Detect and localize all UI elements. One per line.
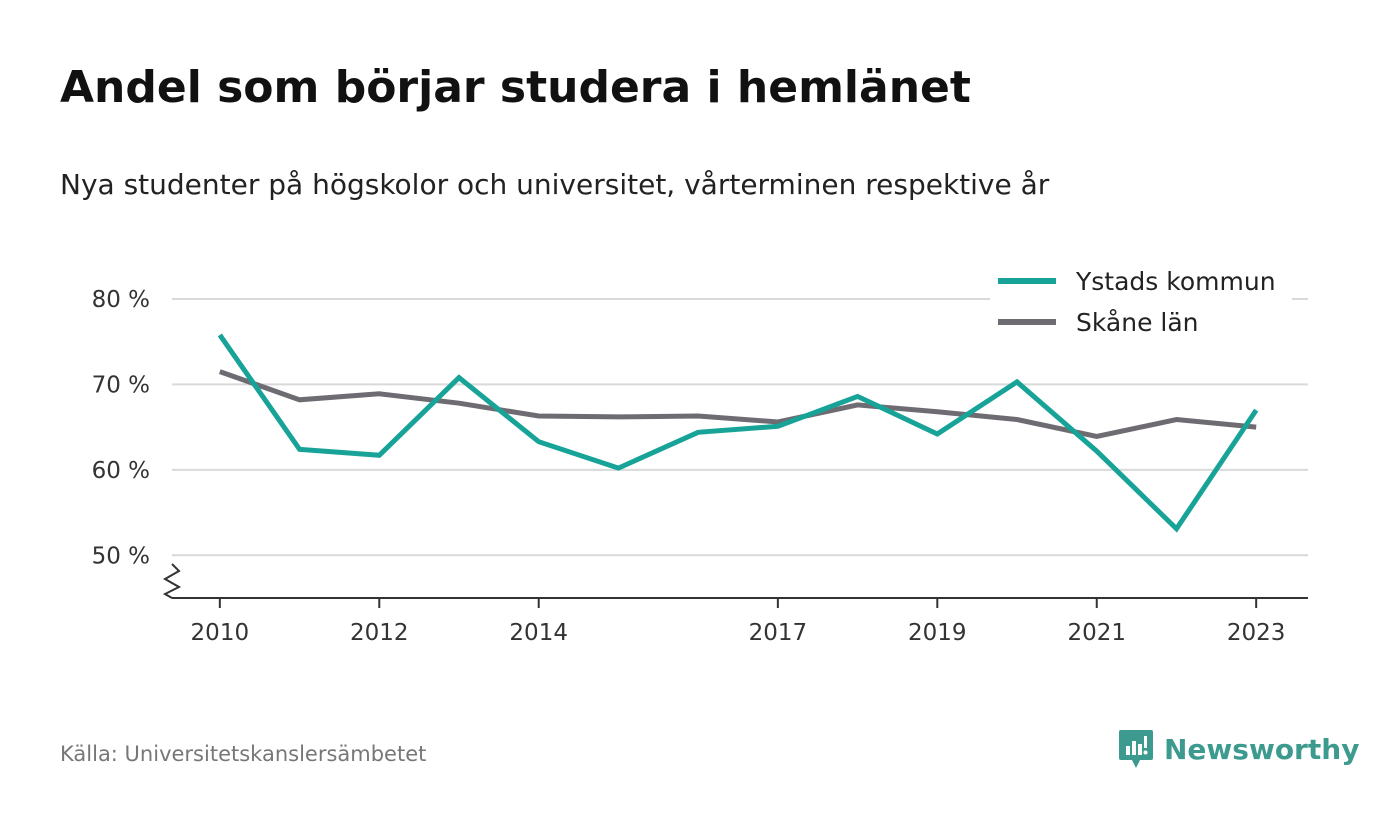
y-tick-label: 70 % [92,372,150,398]
series-line-1 [217,333,1259,533]
brand-name: Newsworthy [1164,732,1360,766]
y-tick-label: 50 % [92,543,150,569]
x-tick-label: 2010 [191,620,250,646]
line-chart: 50 % 60 % 70 % 80 % 2010 2012 2014 2017 2019 202… [91,262,1308,646]
y-tick-label: 60 % [92,458,150,484]
x-tick-label: 2021 [1067,620,1126,646]
y-axis: 50 % 60 % 70 % 80 % [92,287,150,569]
legend-label: Skåne län [1076,308,1199,337]
x-axis-ticks: 2010 2012 2014 2017 2019 2021 2023 [191,598,1286,646]
chart-subtitle: Nya studenter på högskolor och universit… [60,168,1050,201]
x-tick-label: 2014 [509,620,568,646]
x-tick-label: 2017 [749,620,808,646]
series-lines [217,333,1259,533]
series-line-2 [218,369,1257,440]
y-tick-label: 80 % [92,287,150,313]
legend: Ystads kommun Skåne län [990,262,1292,350]
source-note: Källa: Universitetskanslersämbetet [60,742,427,766]
newsworthy-logo-icon [1119,730,1153,768]
legend-label: Ystads kommun [1075,267,1276,296]
x-tick-label: 2019 [908,620,967,646]
legend-background [990,262,1292,350]
brand-logo: Newsworthy [1118,728,1359,770]
x-tick-label: 2012 [350,620,409,646]
chart-title: Andel som börjar studera i hemlänet [60,62,971,113]
y-axis-break-marker [162,563,182,599]
x-tick-label: 2023 [1227,620,1286,646]
x-axis [162,563,1308,599]
